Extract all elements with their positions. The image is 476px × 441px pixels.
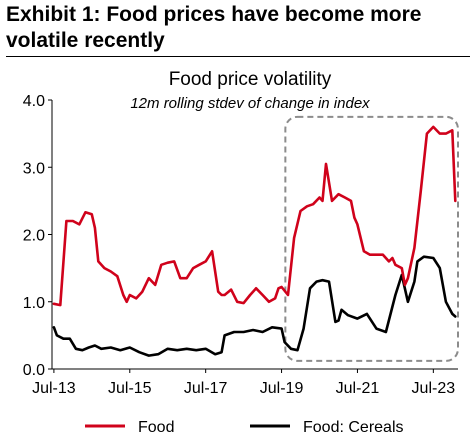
y-tick-label: 1.0 (23, 295, 45, 312)
y-tick-label: 3.0 (23, 160, 45, 177)
series-lines (52, 125, 457, 357)
legend-item-cereals: Food: Cereals (250, 419, 404, 436)
chart-subtitle: 12m rolling stdev of change in index (130, 95, 370, 112)
x-tick-label: Jul-23 (412, 380, 456, 397)
x-tick-label: Jul-19 (260, 380, 304, 397)
highlight-region (284, 115, 459, 362)
y-tick-label: 4.0 (23, 93, 45, 110)
legend-item-food: Food (85, 419, 174, 436)
legend-label-cereals: Food: Cereals (303, 419, 404, 436)
exhibit-title: Exhibit 1: Food prices have become more … (6, 2, 472, 54)
exhibit-title-line-1: Exhibit 1: Food prices have become more (6, 3, 422, 26)
x-axis: Jul-13 Jul-15 Jul-17 Jul-19 Jul-21 Jul-23 (32, 368, 458, 397)
series-line-food (52, 125, 457, 307)
exhibit-title-line-2: volatile recently (6, 29, 165, 52)
y-axis: 0.0 1.0 2.0 3.0 4.0 (23, 93, 53, 379)
legend: Food Food: Cereals (85, 419, 404, 436)
x-tick-label: Jul-13 (32, 380, 76, 397)
x-tick-label: Jul-21 (336, 380, 380, 397)
title-divider (6, 56, 470, 57)
x-tick-label: Jul-15 (108, 380, 152, 397)
y-tick-label: 0.0 (23, 362, 45, 379)
series-line-cereals (52, 255, 457, 357)
x-tick-label: Jul-17 (184, 380, 228, 397)
highlight-box (284, 115, 459, 362)
y-tick-label: 2.0 (23, 228, 45, 245)
legend-label-food: Food (138, 419, 174, 436)
chart-title: Food price volatility (169, 69, 332, 90)
